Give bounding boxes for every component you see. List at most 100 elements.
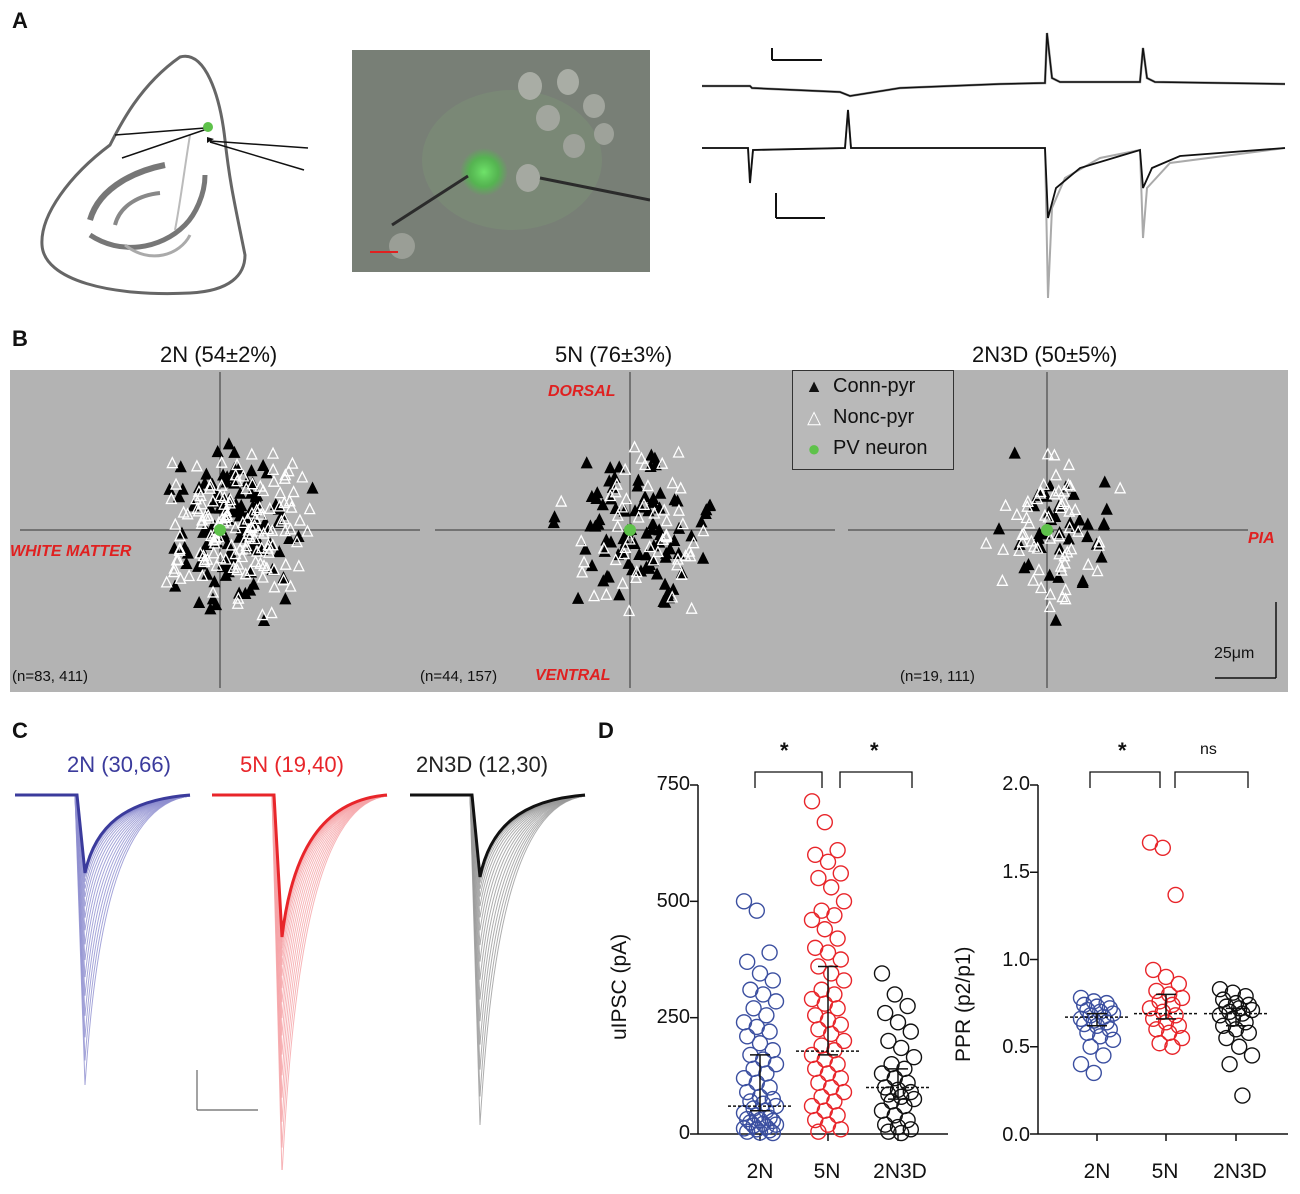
- ppr-dotplot: [1030, 771, 1288, 1141]
- conn-pyr-point: [605, 492, 618, 505]
- conn-pyr-point: [1028, 499, 1041, 512]
- nonc-pyr-point: [173, 529, 187, 542]
- green-dot-icon: ●: [807, 435, 821, 461]
- data-point: [1221, 1056, 1238, 1073]
- nonc-pyr-point: [1041, 447, 1054, 460]
- conn-pyr-point: [1095, 550, 1108, 563]
- nonc-pyr-point: [676, 517, 689, 530]
- data-point: [873, 965, 891, 982]
- scatter-title-5n: 5N (76±3%): [555, 342, 673, 367]
- nonc-pyr-point: [278, 471, 291, 484]
- data-point: [1095, 1047, 1112, 1064]
- nonc-pyr-point: [1072, 524, 1085, 537]
- neuron-map-background: [10, 370, 1288, 692]
- xlabel-left-5n: 5N: [813, 1160, 841, 1183]
- data-point: [748, 902, 766, 919]
- nonc-pyr-point: [1013, 543, 1026, 556]
- conn-pyr-point: [596, 498, 609, 511]
- conn-pyr-point: [1100, 502, 1113, 515]
- conn-pyr-point: [580, 456, 593, 469]
- nonc-pyr-point: [1062, 457, 1076, 471]
- nonc-pyr-point: [293, 513, 306, 526]
- data-point: [1082, 1038, 1099, 1055]
- nonc-pyr-point: [218, 490, 231, 504]
- data-point: [1243, 1047, 1261, 1064]
- data-point: [738, 1028, 756, 1045]
- data-point: [1085, 1064, 1102, 1082]
- trace-sweep: [410, 794, 586, 1000]
- data-point: [758, 1007, 775, 1024]
- nonc-pyr-point: [194, 546, 207, 559]
- nonc-pyr-point: [227, 560, 240, 574]
- data-point: [819, 944, 837, 961]
- nonc-pyr-point: [1062, 478, 1075, 491]
- nonc-pyr-point: [303, 502, 316, 515]
- nonc-pyr-point: [611, 508, 624, 521]
- conn-pyr-point: [643, 561, 656, 574]
- nonc-pyr-point: [1031, 541, 1044, 554]
- nonc-pyr-point: [1037, 477, 1050, 490]
- conn-pyr-point: [572, 591, 585, 604]
- nonc-pyr-point: [168, 561, 181, 574]
- trace-sweep: [15, 794, 191, 978]
- nonc-pyr-point: [1059, 582, 1072, 596]
- data-point: [764, 1124, 782, 1142]
- nonc-pyr-point: [1061, 545, 1074, 558]
- xlabel-left-2n: 2N: [746, 1160, 774, 1183]
- trace-sweep: [212, 794, 388, 976]
- data-point: [758, 1065, 775, 1082]
- nonc-pyr-point: [278, 512, 291, 525]
- nonc-pyr-point: [620, 492, 633, 505]
- conn-pyr-point: [699, 506, 712, 520]
- conn-pyr-point: [590, 491, 603, 505]
- ytick-right-0: 0.0: [1002, 1124, 1030, 1146]
- nonc-pyr-point: [256, 608, 269, 621]
- trace-sweep: [410, 794, 586, 889]
- nonc-pyr-point: [209, 532, 222, 545]
- trace-title-2n: 2N (30,66): [67, 752, 171, 777]
- data-point: [761, 1079, 778, 1096]
- ytick-right-15: 1.5: [1002, 861, 1030, 883]
- conn-pyr-point: [654, 486, 667, 499]
- pia-label: PIA: [1248, 530, 1275, 547]
- nonc-pyr-point: [639, 458, 652, 471]
- nonc-pyr-point: [1092, 538, 1106, 551]
- nonc-pyr-point: [1049, 468, 1063, 481]
- trace-sweep: [410, 794, 586, 1097]
- trace-sweep: [15, 794, 191, 1086]
- ytick-left-250: 250: [656, 1006, 690, 1028]
- nonc-pyr-point: [1054, 559, 1067, 572]
- nonc-pyr-point: [243, 530, 256, 543]
- conn-pyr-point: [273, 545, 286, 558]
- nonc-pyr-point: [301, 524, 314, 537]
- nonc-pyr-point: [609, 485, 622, 498]
- nonc-pyr-point: [266, 538, 279, 551]
- nonc-pyr-point: [697, 524, 710, 537]
- nonc-pyr-point: [229, 468, 242, 481]
- data-point: [1072, 1010, 1090, 1028]
- legend-label-conn: Conn-pyr: [833, 375, 916, 397]
- nonc-pyr-point: [660, 530, 673, 543]
- data-point: [1234, 1087, 1251, 1104]
- nonc-pyr-point: [1023, 516, 1036, 529]
- conn-pyr-point: [642, 504, 655, 517]
- conn-pyr-point: [193, 595, 206, 609]
- ytick-left-0: 0: [678, 1122, 690, 1144]
- data-point: [764, 972, 782, 989]
- nonc-pyr-point: [1058, 549, 1071, 562]
- data-point: [1173, 1029, 1191, 1047]
- nonc-pyr-point: [250, 544, 264, 557]
- data-point: [754, 986, 772, 1003]
- nonc-pyr-point: [245, 506, 259, 519]
- data-point: [758, 1118, 775, 1136]
- trace-groups: [15, 793, 586, 1170]
- sig-left-2: *: [870, 738, 879, 763]
- nonc-pyr-point: [1016, 527, 1029, 541]
- conn-pyr-point: [613, 460, 626, 473]
- nonc-pyr-point: [604, 489, 617, 502]
- data-point: [754, 1115, 772, 1132]
- data-point: [761, 1023, 778, 1040]
- nonc-pyr-point: [165, 492, 178, 505]
- count-5n: (n=44, 157): [420, 668, 498, 685]
- nonc-pyr-point: [268, 562, 281, 576]
